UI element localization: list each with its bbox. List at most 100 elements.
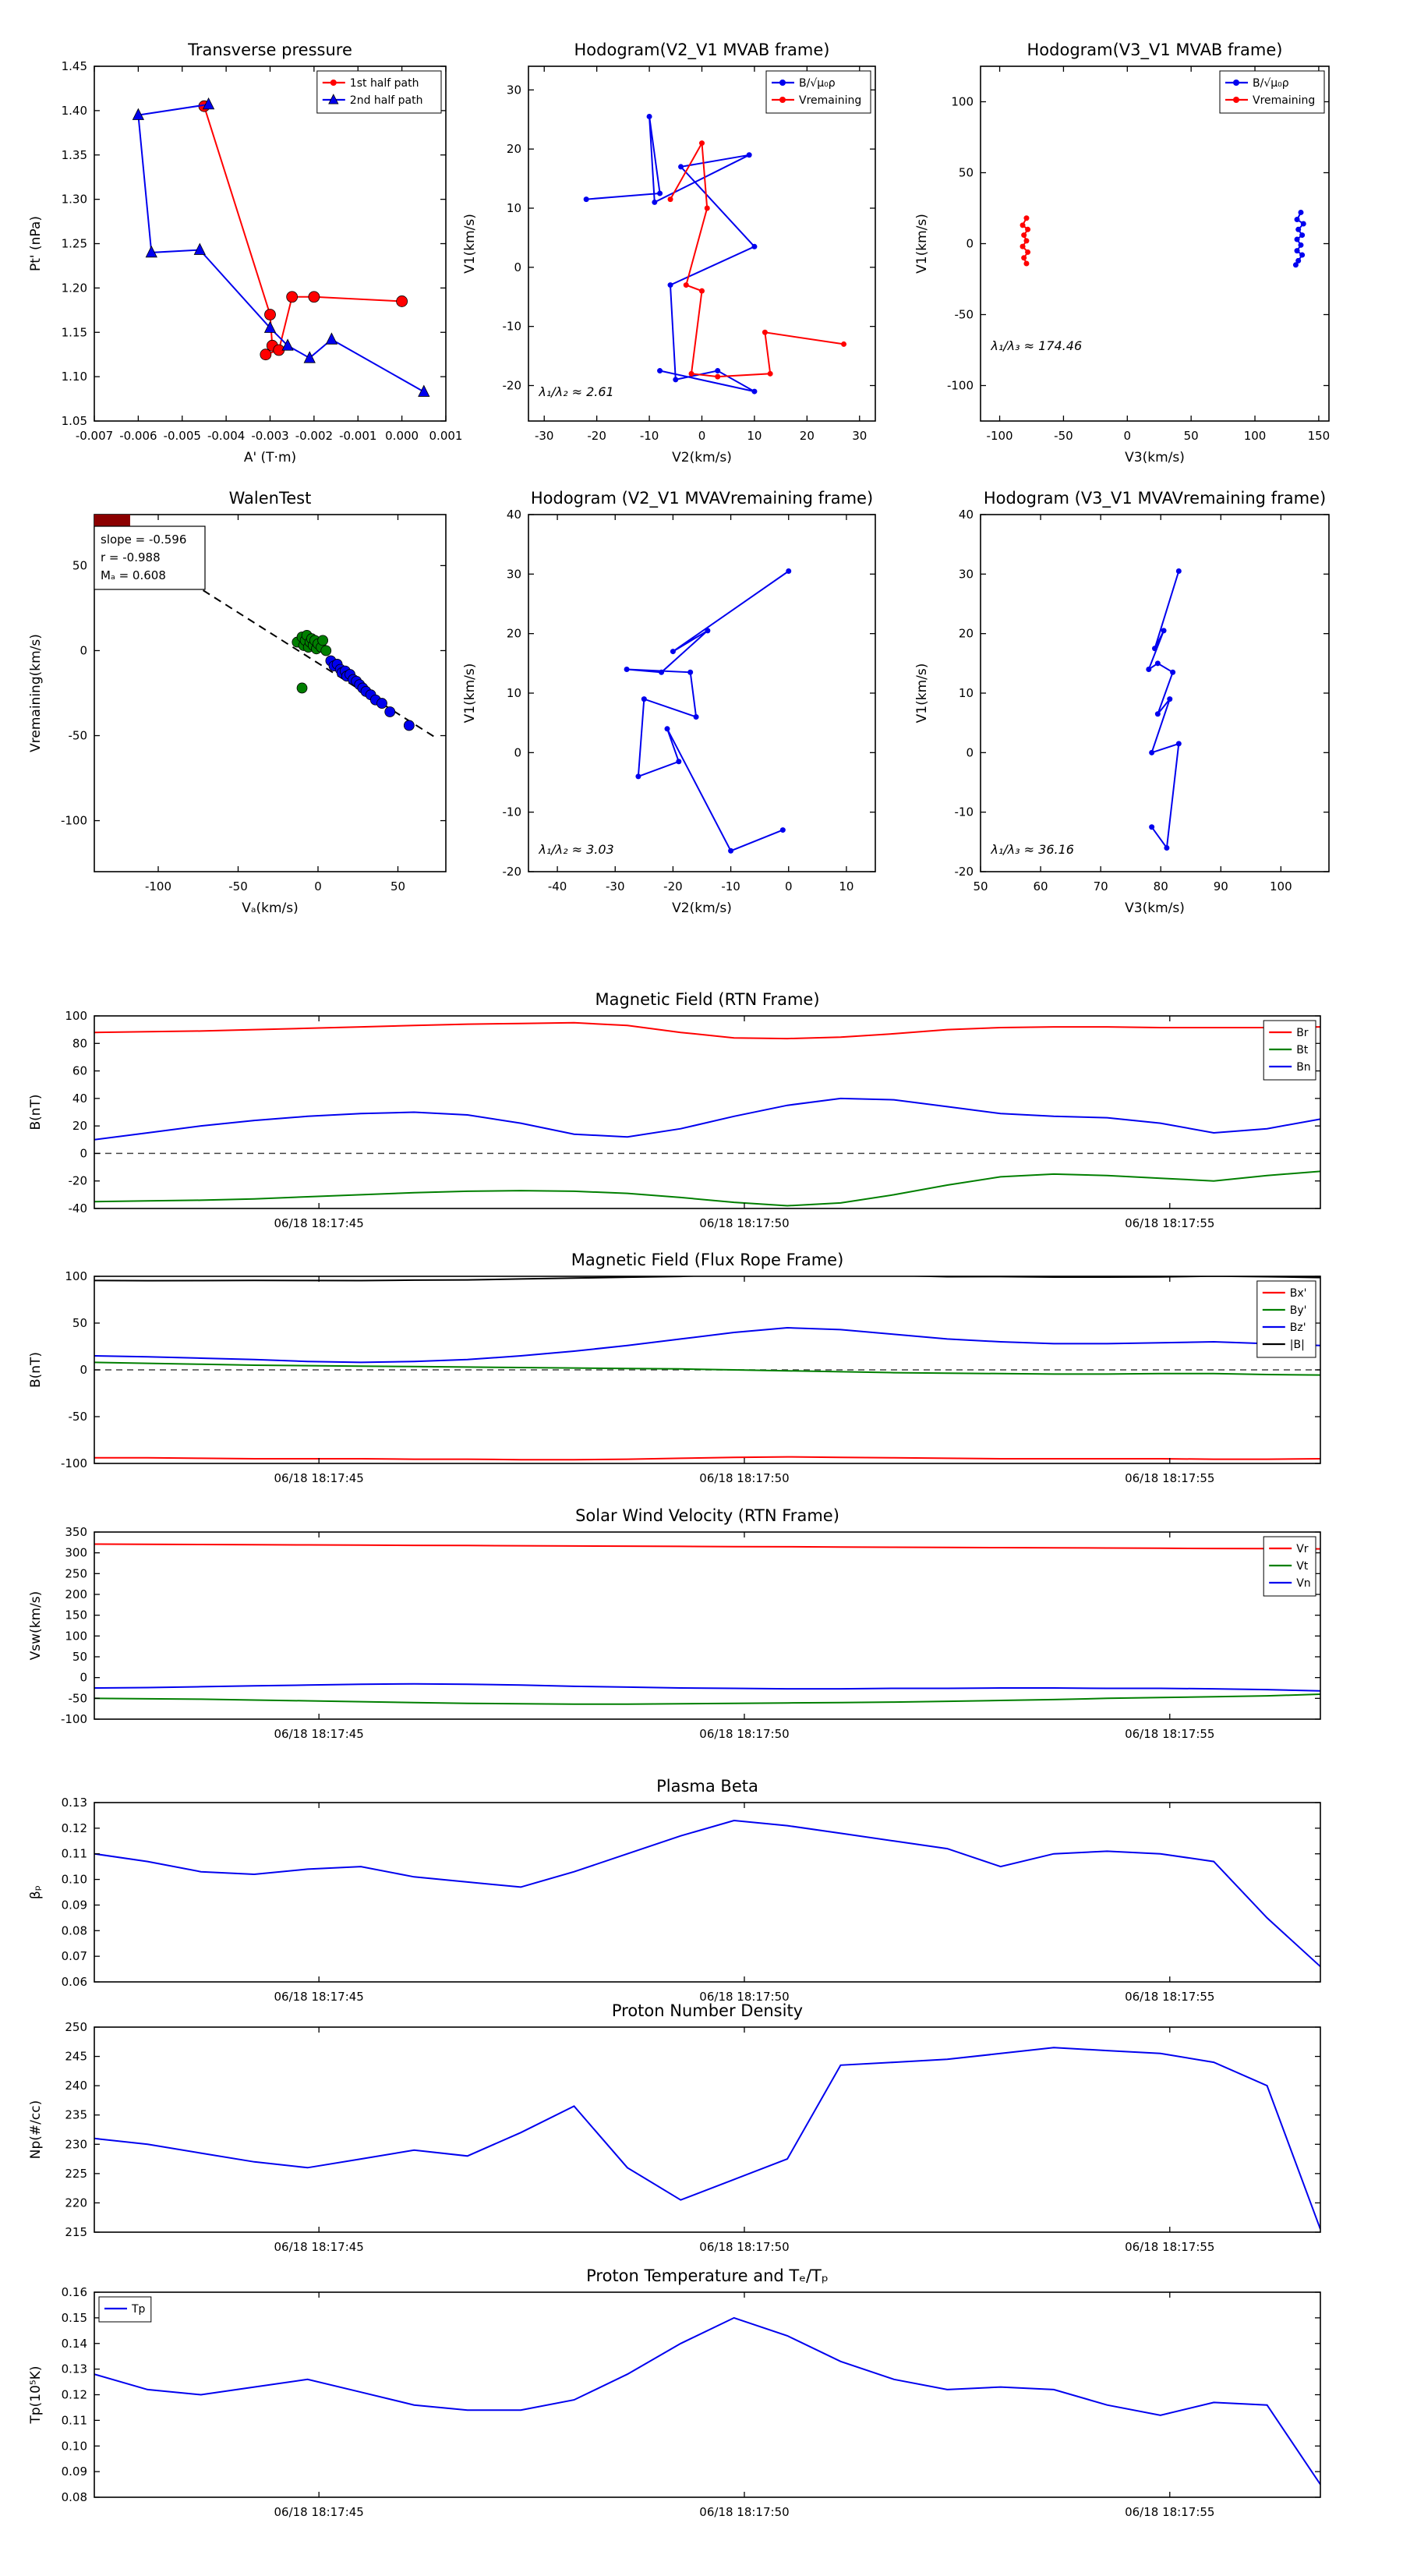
point-marker xyxy=(286,291,299,303)
point-marker xyxy=(667,282,673,288)
chart-title: Proton Temperature and Tₑ/Tₚ xyxy=(586,2266,829,2285)
triangle-marker xyxy=(281,338,294,351)
point-marker xyxy=(678,164,684,170)
plot-area xyxy=(624,568,792,854)
x-tick-label: 06/18 18:17:55 xyxy=(1125,2240,1214,2254)
y-tick-label: 30 xyxy=(959,567,974,581)
axes-frame xyxy=(980,65,1330,422)
axes-frame xyxy=(94,514,447,872)
y-tick-label: 0 xyxy=(966,237,974,251)
legend-label: 2nd half path xyxy=(350,94,423,107)
y-tick-label: -50 xyxy=(69,1410,88,1424)
legend-label: Bz' xyxy=(1290,1322,1306,1334)
point-marker xyxy=(1023,260,1030,267)
x-tick-label: 0 xyxy=(698,429,706,443)
point-marker xyxy=(1025,226,1031,232)
x-tick-label: -40 xyxy=(548,879,567,893)
x-tick-label: 06/18 18:17:55 xyxy=(1125,2505,1214,2519)
point-marker xyxy=(699,140,705,147)
chart-title: Solar Wind Velocity (RTN Frame) xyxy=(575,1506,839,1525)
triangle-marker xyxy=(263,320,277,333)
legend-box xyxy=(316,70,442,114)
point-marker xyxy=(403,720,415,731)
x-tick-label: -0.003 xyxy=(251,429,288,443)
chart-title: WalenTest xyxy=(229,489,312,508)
y-tick-label: 0.10 xyxy=(62,2439,87,2453)
y-tick-label: -10 xyxy=(955,805,974,819)
x-tick-label: 0 xyxy=(1124,429,1132,443)
point-marker xyxy=(699,288,705,294)
point-marker xyxy=(670,649,676,655)
y-tick-label: 10 xyxy=(959,686,974,700)
point-marker xyxy=(1025,249,1031,255)
point-marker xyxy=(1149,749,1155,755)
y-tick-label: 350 xyxy=(65,1525,87,1539)
point-marker xyxy=(1233,97,1239,103)
legend-label: Vr xyxy=(1296,1543,1309,1555)
y-tick-label: -10 xyxy=(503,805,522,819)
point-marker xyxy=(1299,252,1306,258)
point-marker xyxy=(779,80,786,86)
point-marker xyxy=(746,152,752,158)
axes-frame xyxy=(94,2291,1321,2498)
x-tick-label: 06/18 18:17:55 xyxy=(1125,1727,1214,1741)
annotation: λ₁/λ₃ ≈ 36.16 xyxy=(990,842,1074,857)
y-tick-label: 1.15 xyxy=(62,325,87,339)
y-tick-label: 1.20 xyxy=(62,281,87,295)
point-marker xyxy=(1023,238,1030,244)
x-axis-label: V3(km/s) xyxy=(1125,901,1185,916)
point-marker xyxy=(320,645,332,656)
chart-title: Transverse pressure xyxy=(187,41,352,59)
y-tick-label: 100 xyxy=(65,1269,87,1283)
point-marker xyxy=(1154,660,1161,667)
annotation: λ₁/λ₂ ≈ 2.61 xyxy=(538,384,613,399)
chart-title: Hodogram (V3_V1 MVAVremaining frame) xyxy=(984,489,1326,508)
point-marker xyxy=(687,669,694,675)
x-tick-label: -0.007 xyxy=(76,429,113,443)
legend-box xyxy=(1219,70,1325,114)
point-marker xyxy=(664,726,670,732)
y-axis-label: V1(km/s) xyxy=(914,214,930,274)
axes-frame xyxy=(94,1531,1321,1720)
chart-title: Proton Number Density xyxy=(612,2001,803,2020)
point-marker xyxy=(704,205,710,211)
y-tick-label: -100 xyxy=(61,814,87,828)
legend-label: Br xyxy=(1296,1027,1309,1039)
chart-title: Plasma Beta xyxy=(656,1777,758,1796)
y-axis-label: B(nT) xyxy=(28,1352,44,1388)
x-axis-label: V2(km/s) xyxy=(672,450,732,465)
y-tick-label: 0.10 xyxy=(62,1873,87,1887)
series-V-remaining xyxy=(670,140,844,378)
y-tick-label: 0.06 xyxy=(62,1975,87,1989)
triangle-marker xyxy=(328,94,339,104)
point-marker xyxy=(1294,248,1300,254)
series-Vr xyxy=(94,1543,1320,1550)
y-tick-label: -50 xyxy=(69,729,88,743)
y-tick-label: 245 xyxy=(65,2050,87,2064)
x-tick-label: -30 xyxy=(535,429,554,443)
x-tick-label: -20 xyxy=(587,429,606,443)
y-tick-label: 0.13 xyxy=(62,1796,87,1810)
x-tick-label: -0.006 xyxy=(119,429,157,443)
y-axis-label: V1(km/s) xyxy=(462,663,478,724)
y-tick-label: 0.09 xyxy=(62,1898,87,1912)
y-tick-label: 0.11 xyxy=(62,2413,87,2427)
chart-hodogram-v3v1-mvav: 50 60 70 80 90 100 -20 -10 0 10 20 30 40 Hodogram (V3… xyxy=(914,489,1330,916)
point-marker xyxy=(384,706,396,717)
plot-area xyxy=(132,97,430,397)
point-marker xyxy=(676,759,682,765)
point-marker xyxy=(1020,243,1026,249)
chart-proton-number-density: 06/18 18:17:45 06/18 18:17:50 06/18 18:17:… xyxy=(28,2001,1321,2254)
triangle-marker xyxy=(325,332,338,345)
y-axis-label: Vremaining(km/s) xyxy=(28,634,44,752)
y-tick-label: -20 xyxy=(503,865,522,879)
chart-hodogram-v3v1-mvab: -100 -50 0 50 100 150 -100 -50 0 50 100 Hodogram(V3… xyxy=(914,41,1330,465)
point-marker xyxy=(693,714,699,720)
y-tick-label: 240 xyxy=(65,2079,87,2093)
plot-area xyxy=(94,1819,1320,1968)
y-tick-label: 40 xyxy=(507,508,521,522)
series-Bx-prime xyxy=(94,1456,1320,1461)
y-tick-label: 80 xyxy=(72,1036,87,1050)
y-tick-label: 0.08 xyxy=(62,2490,87,2504)
point-marker xyxy=(751,243,758,249)
